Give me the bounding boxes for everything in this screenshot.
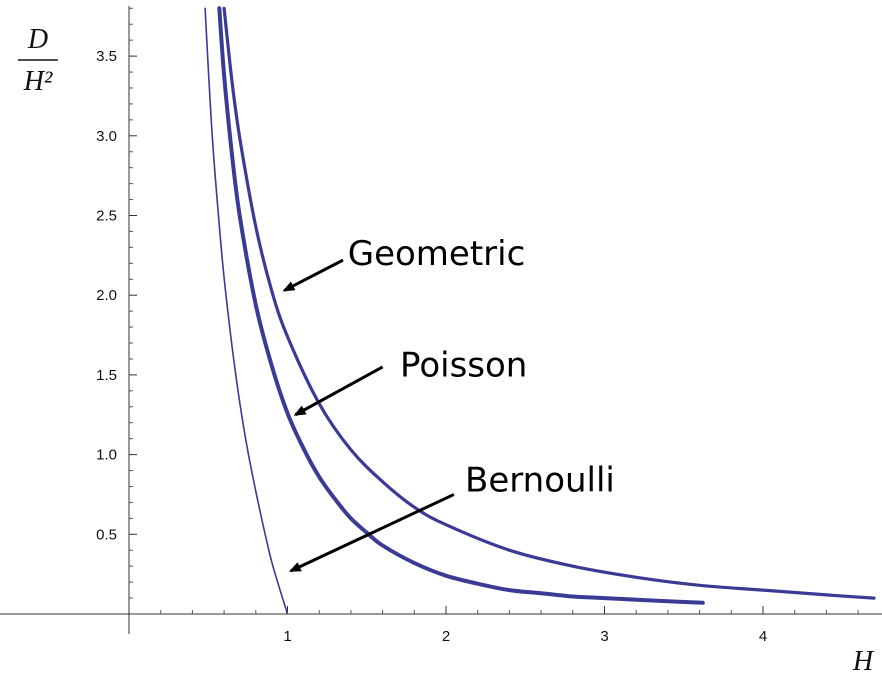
x-tick-label: 3 (600, 628, 608, 645)
y-tick-label: 2.5 (96, 208, 117, 225)
annotation-label-poisson: Poisson (400, 345, 527, 385)
y-axis-label-numerator: D (27, 24, 48, 55)
x-axis-label: H (852, 646, 875, 677)
y-ticks: 0.5 1.0 1.5 2.0 2.5 3.0 3.5 (96, 48, 137, 543)
y-tick-label: 3.0 (96, 128, 117, 145)
x-minor-ticks (160, 610, 859, 614)
annotation-arrow-bernoulli (288, 493, 455, 573)
y-minor-ticks (129, 7, 133, 599)
y-axis-label-denominator: H² (23, 66, 53, 97)
series-line-bernoulli (204, 7, 289, 614)
x-tick-label: 1 (283, 628, 291, 645)
y-tick-label: 3.5 (96, 48, 117, 65)
x-ticks: 1 2 3 4 (283, 606, 767, 645)
y-tick-label: 1.5 (96, 367, 117, 384)
x-tick-label: 2 (442, 628, 450, 645)
annotation-arrow-poisson (293, 365, 384, 417)
annotation-layer: Geometric Poisson Bernoulli (282, 234, 615, 573)
x-tick-label: 4 (759, 628, 767, 645)
y-tick-label: 2.0 (96, 287, 117, 304)
y-tick-label: 1.0 (96, 447, 117, 464)
annotation-label-geometric: Geometric (348, 234, 526, 274)
axes: 1 2 3 4 0.5 1.0 1.5 2.0 2.5 3.0 3.5 (0, 6, 882, 645)
series-line-poisson (217, 6, 705, 605)
series-line-geometric (222, 6, 876, 600)
y-tick-label: 0.5 (96, 526, 117, 543)
annotation-arrow-geometric (282, 258, 344, 292)
annotation-label-bernoulli: Bernoulli (465, 460, 615, 500)
series-layer (204, 6, 876, 614)
